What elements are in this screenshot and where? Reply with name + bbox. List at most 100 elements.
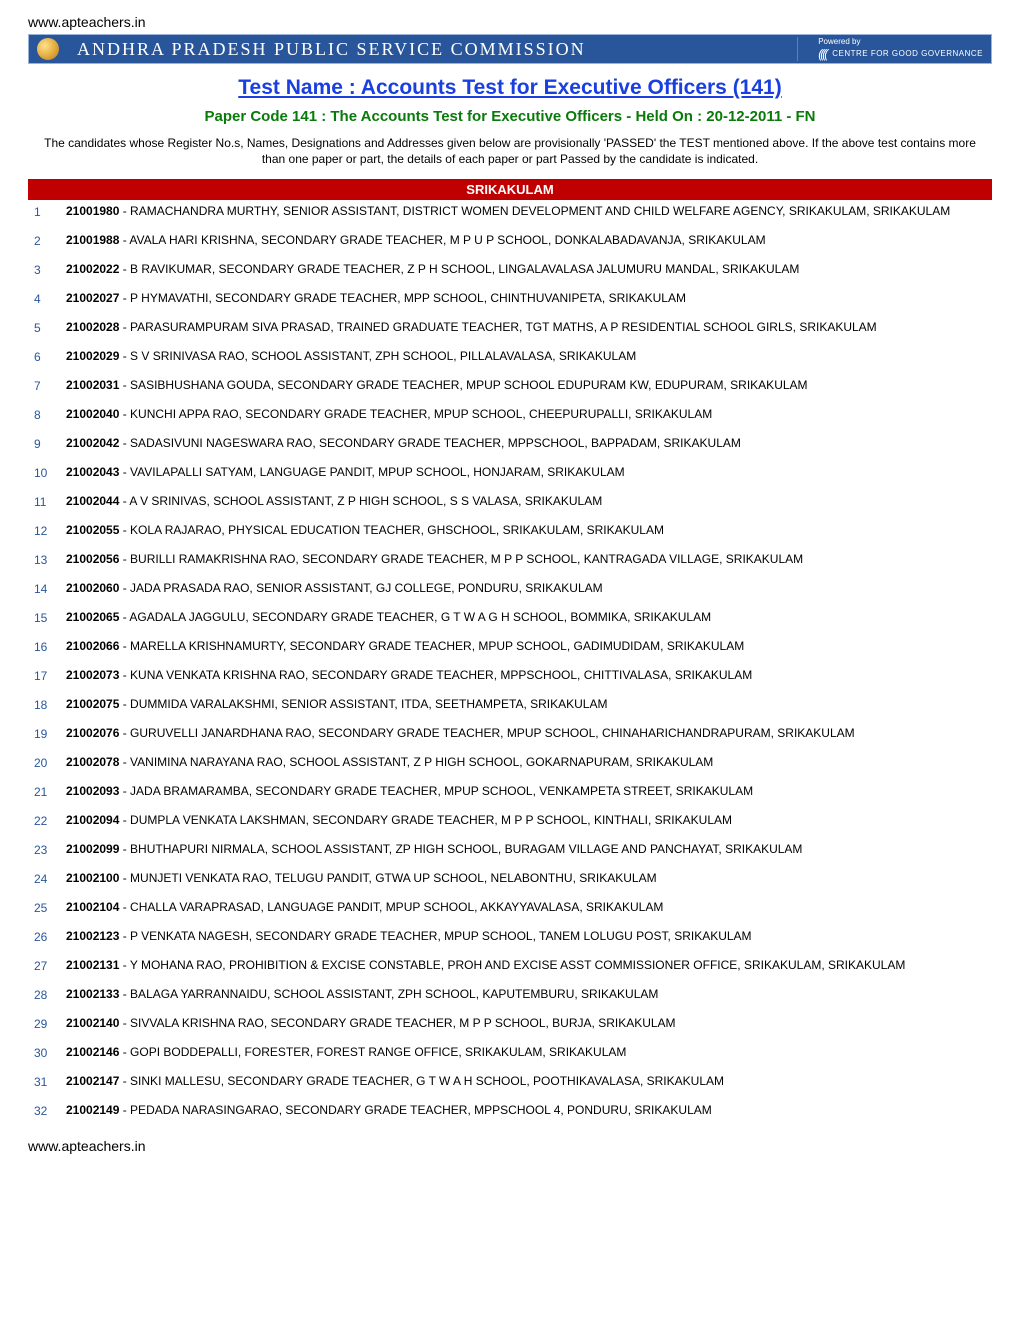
table-row: 3221002149 - PEDADA NARASINGARAO, SECOND…	[28, 1103, 992, 1132]
row-detail: 21002076 - GURUVELLI JANARDHANA RAO, SEC…	[66, 726, 992, 755]
row-detail: 21002029 - S V SRINIVASA RAO, SCHOOL ASS…	[66, 349, 992, 378]
row-detail: 21002078 - VANIMINA NARAYANA RAO, SCHOOL…	[66, 755, 992, 784]
table-row: 3021002146 - GOPI BODDEPALLI, FORESTER, …	[28, 1045, 992, 1074]
table-row: 221001988 - AVALA HARI KRISHNA, SECONDAR…	[28, 233, 992, 262]
candidate-details: - CHALLA VARAPRASAD, LANGUAGE PANDIT, MP…	[119, 900, 663, 914]
row-number: 26	[28, 929, 66, 958]
table-row: 2021002078 - VANIMINA NARAYANA RAO, SCHO…	[28, 755, 992, 784]
candidate-details: - PARASURAMPURAM SIVA PRASAD, TRAINED GR…	[119, 320, 876, 334]
row-detail: 21002147 - SINKI MALLESU, SECONDARY GRAD…	[66, 1074, 992, 1103]
register-number: 21002100	[66, 871, 119, 885]
table-row: 2321002099 - BHUTHAPURI NIRMALA, SCHOOL …	[28, 842, 992, 871]
candidate-details: - SADASIVUNI NAGESWARA RAO, SECONDARY GR…	[119, 436, 740, 450]
powered-by-label: Powered by	[818, 37, 983, 47]
register-number: 21002040	[66, 407, 119, 421]
table-row: 1221002055 - KOLA RAJARAO, PHYSICAL EDUC…	[28, 523, 992, 552]
row-number: 24	[28, 871, 66, 900]
candidate-details: - RAMACHANDRA MURTHY, SENIOR ASSISTANT, …	[119, 204, 950, 218]
candidate-details: - JADA BRAMARAMBA, SECONDARY GRADE TEACH…	[119, 784, 753, 798]
row-number: 25	[28, 900, 66, 929]
row-detail: 21002056 - BURILLI RAMAKRISHNA RAO, SECO…	[66, 552, 992, 581]
row-detail: 21001980 - RAMACHANDRA MURTHY, SENIOR AS…	[66, 204, 992, 233]
table-row: 321002022 - B RAVIKUMAR, SECONDARY GRADE…	[28, 262, 992, 291]
register-number: 21002146	[66, 1045, 119, 1059]
table-row: 2421002100 - MUNJETI VENKATA RAO, TELUGU…	[28, 871, 992, 900]
row-number: 31	[28, 1074, 66, 1103]
row-detail: 21002044 - A V SRINIVAS, SCHOOL ASSISTAN…	[66, 494, 992, 523]
row-number: 8	[28, 407, 66, 436]
row-detail: 21002075 - DUMMIDA VARALAKSHMI, SENIOR A…	[66, 697, 992, 726]
candidate-details: - S V SRINIVASA RAO, SCHOOL ASSISTANT, Z…	[119, 349, 636, 363]
row-number: 32	[28, 1103, 66, 1132]
register-number: 21002094	[66, 813, 119, 827]
candidate-details: - Y MOHANA RAO, PROHIBITION & EXCISE CON…	[119, 958, 905, 972]
row-number: 5	[28, 320, 66, 349]
row-detail: 21002031 - SASIBHUSHANA GOUDA, SECONDARY…	[66, 378, 992, 407]
register-number: 21002065	[66, 610, 119, 624]
row-number: 27	[28, 958, 66, 987]
table-row: 3121002147 - SINKI MALLESU, SECONDARY GR…	[28, 1074, 992, 1103]
register-number: 21002147	[66, 1074, 119, 1088]
row-detail: 21002133 - BALAGA YARRANNAIDU, SCHOOL AS…	[66, 987, 992, 1016]
candidate-details: - MUNJETI VENKATA RAO, TELUGU PANDIT, GT…	[119, 871, 656, 885]
row-number: 4	[28, 291, 66, 320]
row-number: 2	[28, 233, 66, 262]
row-number: 28	[28, 987, 66, 1016]
row-detail: 21002099 - BHUTHAPURI NIRMALA, SCHOOL AS…	[66, 842, 992, 871]
candidate-details: - DUMMIDA VARALAKSHMI, SENIOR ASSISTANT,…	[119, 697, 607, 711]
candidate-details: - AGADALA JAGGULU, SECONDARY GRADE TEACH…	[119, 610, 711, 624]
candidate-details: - GURUVELLI JANARDHANA RAO, SECONDARY GR…	[119, 726, 854, 740]
candidate-details: - PEDADA NARASINGARAO, SECONDARY GRADE T…	[119, 1103, 711, 1117]
candidate-details: - DUMPLA VENKATA LAKSHMAN, SECONDARY GRA…	[119, 813, 732, 827]
table-row: 1821002075 - DUMMIDA VARALAKSHMI, SENIOR…	[28, 697, 992, 726]
table-row: 1521002065 - AGADALA JAGGULU, SECONDARY …	[28, 610, 992, 639]
candidate-details: - KUNCHI APPA RAO, SECONDARY GRADE TEACH…	[119, 407, 712, 421]
row-number: 29	[28, 1016, 66, 1045]
row-number: 23	[28, 842, 66, 871]
candidate-details: - P HYMAVATHI, SECONDARY GRADE TEACHER, …	[119, 291, 686, 305]
table-row: 621002029 - S V SRINIVASA RAO, SCHOOL AS…	[28, 349, 992, 378]
row-number: 14	[28, 581, 66, 610]
row-detail: 21002149 - PEDADA NARASINGARAO, SECONDAR…	[66, 1103, 992, 1132]
candidate-details: - P VENKATA NAGESH, SECONDARY GRADE TEAC…	[119, 929, 751, 943]
table-row: 721002031 - SASIBHUSHANA GOUDA, SECONDAR…	[28, 378, 992, 407]
cgg-label: CENTRE FOR GOOD GOVERNANCE	[832, 49, 983, 59]
table-row: 1021002043 - VAVILAPALLI SATYAM, LANGUAG…	[28, 465, 992, 494]
footer-site-url: www.apteachers.in	[28, 1138, 992, 1154]
row-detail: 21002065 - AGADALA JAGGULU, SECONDARY GR…	[66, 610, 992, 639]
register-number: 21002140	[66, 1016, 119, 1030]
row-number: 12	[28, 523, 66, 552]
row-detail: 21002093 - JADA BRAMARAMBA, SECONDARY GR…	[66, 784, 992, 813]
row-number: 19	[28, 726, 66, 755]
intro-text: The candidates whose Register No.s, Name…	[32, 135, 988, 167]
register-number: 21002028	[66, 320, 119, 334]
register-number: 21002131	[66, 958, 119, 972]
table-row: 2821002133 - BALAGA YARRANNAIDU, SCHOOL …	[28, 987, 992, 1016]
row-detail: 21002104 - CHALLA VARAPRASAD, LANGUAGE P…	[66, 900, 992, 929]
test-name-link[interactable]: Test Name : Accounts Test for Executive …	[238, 76, 781, 99]
row-detail: 21002060 - JADA PRASADA RAO, SENIOR ASSI…	[66, 581, 992, 610]
district-header: SRIKAKULAM	[28, 179, 992, 200]
table-row: 2521002104 - CHALLA VARAPRASAD, LANGUAGE…	[28, 900, 992, 929]
row-detail: 21002140 - SIVVALA KRISHNA RAO, SECONDAR…	[66, 1016, 992, 1045]
candidate-details: - SINKI MALLESU, SECONDARY GRADE TEACHER…	[119, 1074, 724, 1088]
table-row: 2121002093 - JADA BRAMARAMBA, SECONDARY …	[28, 784, 992, 813]
table-row: 2721002131 - Y MOHANA RAO, PROHIBITION &…	[28, 958, 992, 987]
row-number: 16	[28, 639, 66, 668]
row-number: 3	[28, 262, 66, 291]
row-number: 15	[28, 610, 66, 639]
register-number: 21002043	[66, 465, 119, 479]
table-row: 1321002056 - BURILLI RAMAKRISHNA RAO, SE…	[28, 552, 992, 581]
row-number: 11	[28, 494, 66, 523]
org-banner: ANDHRA PRADESH PUBLIC SERVICE COMMISSION…	[28, 34, 992, 64]
row-detail: 21001988 - AVALA HARI KRISHNA, SECONDARY…	[66, 233, 992, 262]
row-number: 18	[28, 697, 66, 726]
candidate-details: - JADA PRASADA RAO, SENIOR ASSISTANT, GJ…	[119, 581, 602, 595]
row-number: 1	[28, 204, 66, 233]
table-row: 1721002073 - KUNA VENKATA KRISHNA RAO, S…	[28, 668, 992, 697]
register-number: 21001988	[66, 233, 119, 247]
row-detail: 21002094 - DUMPLA VENKATA LAKSHMAN, SECO…	[66, 813, 992, 842]
row-detail: 21002073 - KUNA VENKATA KRISHNA RAO, SEC…	[66, 668, 992, 697]
row-detail: 21002055 - KOLA RAJARAO, PHYSICAL EDUCAT…	[66, 523, 992, 552]
row-detail: 21002022 - B RAVIKUMAR, SECONDARY GRADE …	[66, 262, 992, 291]
